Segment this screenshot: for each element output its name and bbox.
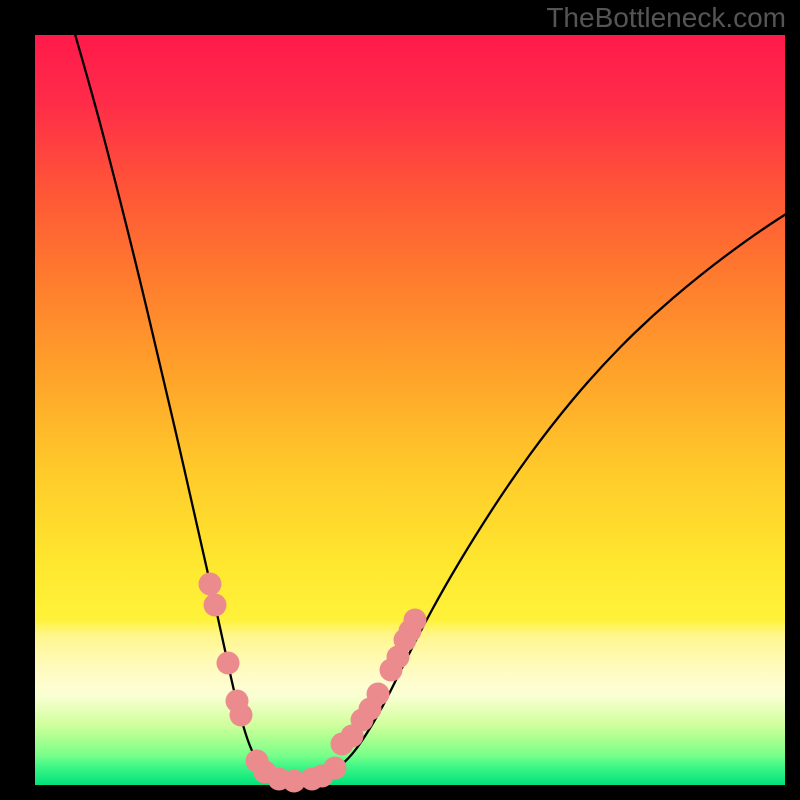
curve-marker <box>217 652 240 675</box>
marker-group-left <box>199 573 291 791</box>
chart-svg-layer <box>0 0 800 800</box>
curve-marker <box>324 757 347 780</box>
curve-marker <box>199 573 222 596</box>
curve-marker <box>204 594 227 617</box>
marker-group-right <box>283 609 427 793</box>
curve-marker <box>367 683 390 706</box>
bottleneck-curve-left <box>65 0 286 781</box>
watermark-text: TheBottleneck.com <box>546 2 786 34</box>
bottleneck-curve-right <box>286 205 800 781</box>
curve-marker <box>404 609 427 632</box>
chart-frame: TheBottleneck.com <box>0 0 800 800</box>
curve-marker <box>230 704 253 727</box>
